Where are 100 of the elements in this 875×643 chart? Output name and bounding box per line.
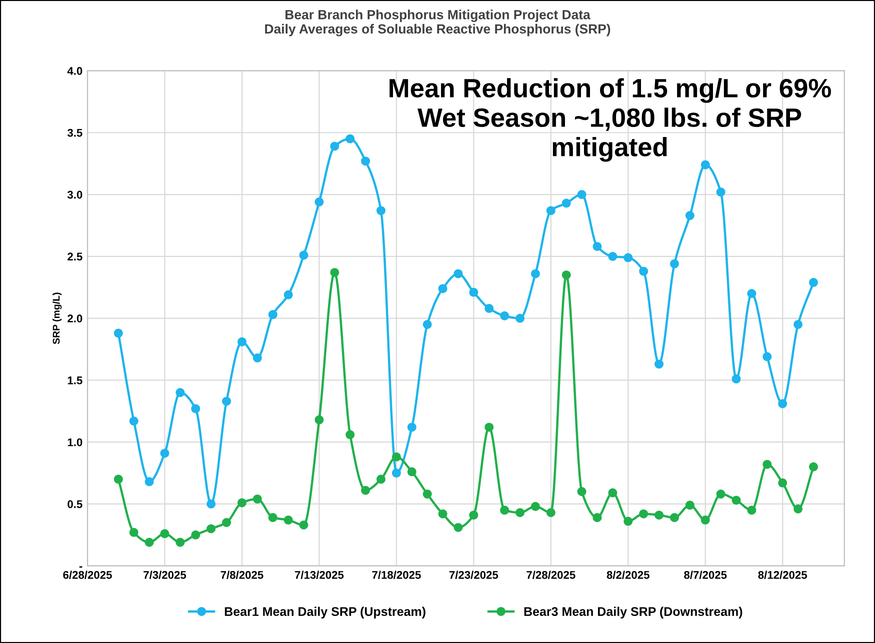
point: [639, 509, 648, 518]
point: [392, 468, 401, 478]
point: [314, 415, 324, 424]
point: [299, 250, 308, 260]
x-tick-label: 8/12/2025: [758, 570, 807, 579]
point: [794, 320, 803, 329]
point: [624, 516, 633, 526]
point: [299, 520, 308, 530]
point: [500, 506, 510, 515]
point: [546, 508, 556, 518]
point: [654, 360, 664, 369]
x-tick-label: 6/28/2025: [63, 570, 112, 579]
point: [176, 538, 185, 547]
point: [252, 353, 262, 362]
point: [608, 488, 618, 498]
point: [407, 467, 416, 476]
point: [376, 474, 386, 484]
annotation: Mean Reduction of 1.5 mg/L or 69% Wet Season ~1,080 lbs. of SRP mitigated: [390, 78, 831, 162]
point: [592, 513, 602, 522]
x-tick-label: 7/18/2025: [372, 570, 421, 579]
point: [361, 486, 370, 495]
point: [794, 504, 803, 514]
point: [562, 198, 571, 208]
point: [222, 518, 232, 528]
x-tick-label: 8/2/2025: [606, 570, 650, 579]
point: [438, 509, 448, 518]
point: [808, 462, 818, 472]
point: [284, 516, 293, 525]
point: [191, 530, 200, 540]
point: [454, 522, 463, 532]
chart-title: Bear Branch Phosphorus Mitigation Project Data Daily Averages of Soluable Reactive Phosphorus (SRP): [265, 10, 610, 36]
point: [530, 269, 540, 278]
point: [114, 328, 123, 338]
point: [469, 510, 478, 520]
y-tick-label: 4.0: [67, 66, 82, 75]
point: [500, 311, 510, 320]
point: [685, 500, 694, 510]
point: [484, 304, 494, 313]
point: [762, 460, 772, 469]
point: [176, 388, 185, 398]
point: [654, 510, 664, 520]
point: [562, 270, 571, 280]
legend-label: Bear1 Mean Daily SRP (Upstream): [224, 606, 426, 618]
point: [530, 502, 540, 511]
y-tick-label: 2.0: [68, 314, 82, 322]
y-tick-label: 3.5: [67, 128, 82, 137]
y-tick-label: 3.0: [67, 190, 82, 199]
point: [732, 496, 741, 505]
point: [330, 142, 340, 151]
point: [608, 252, 618, 261]
x-tick-label: 7/23/2025: [449, 570, 498, 579]
x-tick-label: 7/13/2025: [294, 570, 344, 579]
point: [129, 416, 138, 426]
point: [284, 290, 293, 300]
point: [577, 487, 586, 496]
y-tick-label: 2.5: [68, 252, 82, 261]
point: [346, 134, 355, 144]
point: [222, 396, 232, 406]
point: [515, 314, 525, 323]
point: [624, 253, 633, 262]
point: [422, 320, 432, 329]
y-tick-label: 1.0: [68, 438, 82, 446]
point: [577, 190, 586, 200]
point: [129, 528, 138, 537]
x-tick-label: 7/3/2025: [144, 570, 186, 579]
point: [330, 268, 340, 277]
y-tick-label: -: [79, 566, 82, 568]
point: [747, 289, 756, 298]
y-tick-label: 0.5: [68, 500, 82, 508]
point: [469, 288, 478, 297]
point: [700, 516, 710, 525]
point: [546, 206, 556, 216]
point: [144, 538, 154, 547]
point: [206, 524, 216, 534]
point: [237, 337, 246, 346]
point: [191, 404, 200, 414]
point: [732, 374, 741, 384]
point: [484, 422, 494, 432]
point: [592, 242, 602, 252]
point: [438, 284, 448, 294]
legend-label: Bear3 Mean Daily SRP (Downstream): [524, 606, 742, 618]
point: [685, 211, 694, 220]
point: [778, 478, 788, 488]
point: [268, 513, 278, 522]
point: [346, 430, 355, 440]
point: [700, 160, 710, 170]
x-tick-label: 8/7/2025: [684, 570, 727, 579]
point: [206, 499, 216, 508]
point: [778, 399, 788, 408]
point: [144, 477, 154, 486]
point: [454, 269, 463, 278]
point: [237, 498, 246, 508]
point: [515, 508, 525, 518]
point: [314, 197, 324, 206]
point: [407, 422, 416, 432]
point: [747, 506, 756, 515]
point: [376, 206, 386, 216]
point: [716, 490, 726, 499]
point: [361, 156, 370, 166]
point: [114, 474, 123, 484]
